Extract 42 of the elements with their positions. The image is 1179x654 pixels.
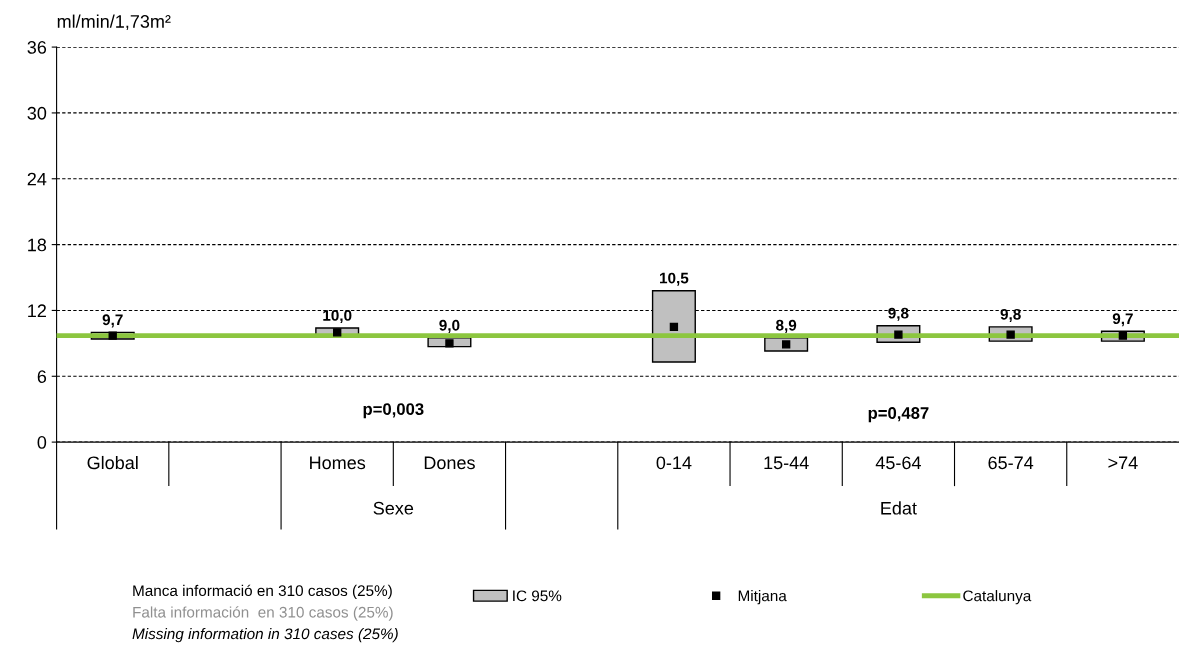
point bbox=[894, 330, 903, 339]
annotation: p=0,487 bbox=[868, 407, 929, 423]
point bbox=[445, 339, 454, 348]
x-tick-label: 0-14 bbox=[656, 456, 692, 470]
annotation: p=0,003 bbox=[363, 403, 424, 419]
y-tick-label: 36 bbox=[27, 41, 47, 54]
data-label: 9,7 bbox=[102, 314, 123, 328]
y-axis-title: ml/min/1,73m² bbox=[57, 14, 171, 30]
y-tick-label: 0 bbox=[37, 436, 47, 449]
text: Falta información en 310 casos (25%) bbox=[133, 606, 393, 621]
y-tick-label: 6 bbox=[37, 370, 47, 383]
legend-label: Catalunya bbox=[963, 590, 1032, 605]
data-label: 8,9 bbox=[776, 319, 797, 333]
x-tick-label: Global bbox=[87, 455, 138, 470]
point bbox=[108, 331, 117, 340]
data-label: 10,0 bbox=[323, 309, 352, 324]
text: Missing information in 310 cases (25%) bbox=[132, 627, 398, 643]
legend-label: Mitjana bbox=[738, 590, 787, 605]
y-tick-label: 24 bbox=[27, 172, 47, 186]
text: Sexe bbox=[373, 501, 414, 515]
y-tick-label: 18 bbox=[28, 238, 47, 252]
point bbox=[669, 322, 679, 332]
point bbox=[781, 340, 791, 349]
x-tick-label: Homes bbox=[310, 456, 366, 470]
data-label: 9,8 bbox=[1000, 308, 1021, 322]
text: Edat bbox=[881, 501, 917, 515]
x-tick-label: 45-64 bbox=[875, 456, 921, 470]
text: Manca informació en 310 casos (25%) bbox=[133, 584, 392, 600]
point bbox=[333, 328, 342, 337]
x-tick-label: Dones bbox=[424, 456, 475, 470]
data-label: 9,8 bbox=[888, 307, 909, 321]
data-label: 9,7 bbox=[1112, 313, 1133, 327]
y-tick-label: 12 bbox=[28, 304, 46, 317]
point bbox=[1118, 331, 1128, 340]
x-tick-label: 15-44 bbox=[764, 456, 809, 470]
point bbox=[1006, 330, 1015, 339]
data-label: 9,0 bbox=[439, 319, 460, 333]
legend-label: IC 95% bbox=[513, 590, 562, 602]
x-tick-label: 65-74 bbox=[988, 456, 1034, 470]
data-label: 10,5 bbox=[660, 272, 689, 286]
y-tick-label: 30 bbox=[27, 106, 47, 120]
x-tick-label: >74 bbox=[1108, 456, 1138, 470]
